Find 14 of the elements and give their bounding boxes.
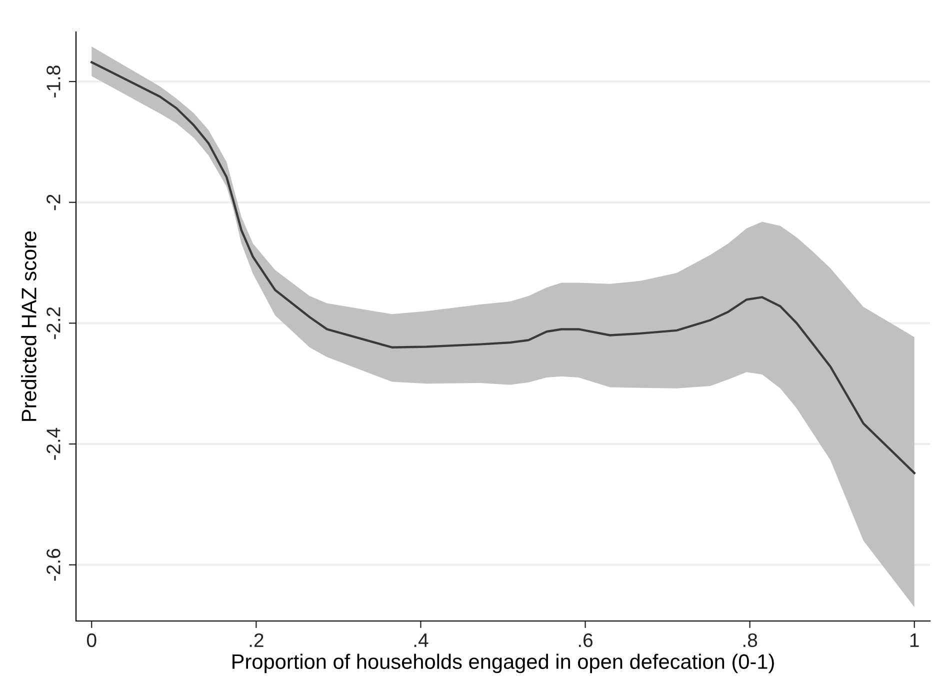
x-tick-label: .6 <box>578 633 593 648</box>
y-tick-label: -2.2 <box>46 307 60 340</box>
x-tick-label: 0 <box>86 633 96 648</box>
y-tick-label: -2.4 <box>46 428 60 460</box>
x-tick-label: .8 <box>743 633 758 648</box>
y-tick-label: -2.6 <box>46 548 60 581</box>
x-tick-label: .2 <box>250 633 264 647</box>
y-axis-title: Predicted HAZ score <box>21 231 36 421</box>
x-tick-label: .4 <box>414 634 428 647</box>
line-series <box>90 61 916 474</box>
x-tick-label: 1 <box>910 634 919 647</box>
x-axis-title: Proportion of households engaged in open defecation (0-1) <box>232 654 774 674</box>
y-tick-label: -1.8 <box>46 66 60 98</box>
y-tick-label: -2 <box>46 194 60 210</box>
